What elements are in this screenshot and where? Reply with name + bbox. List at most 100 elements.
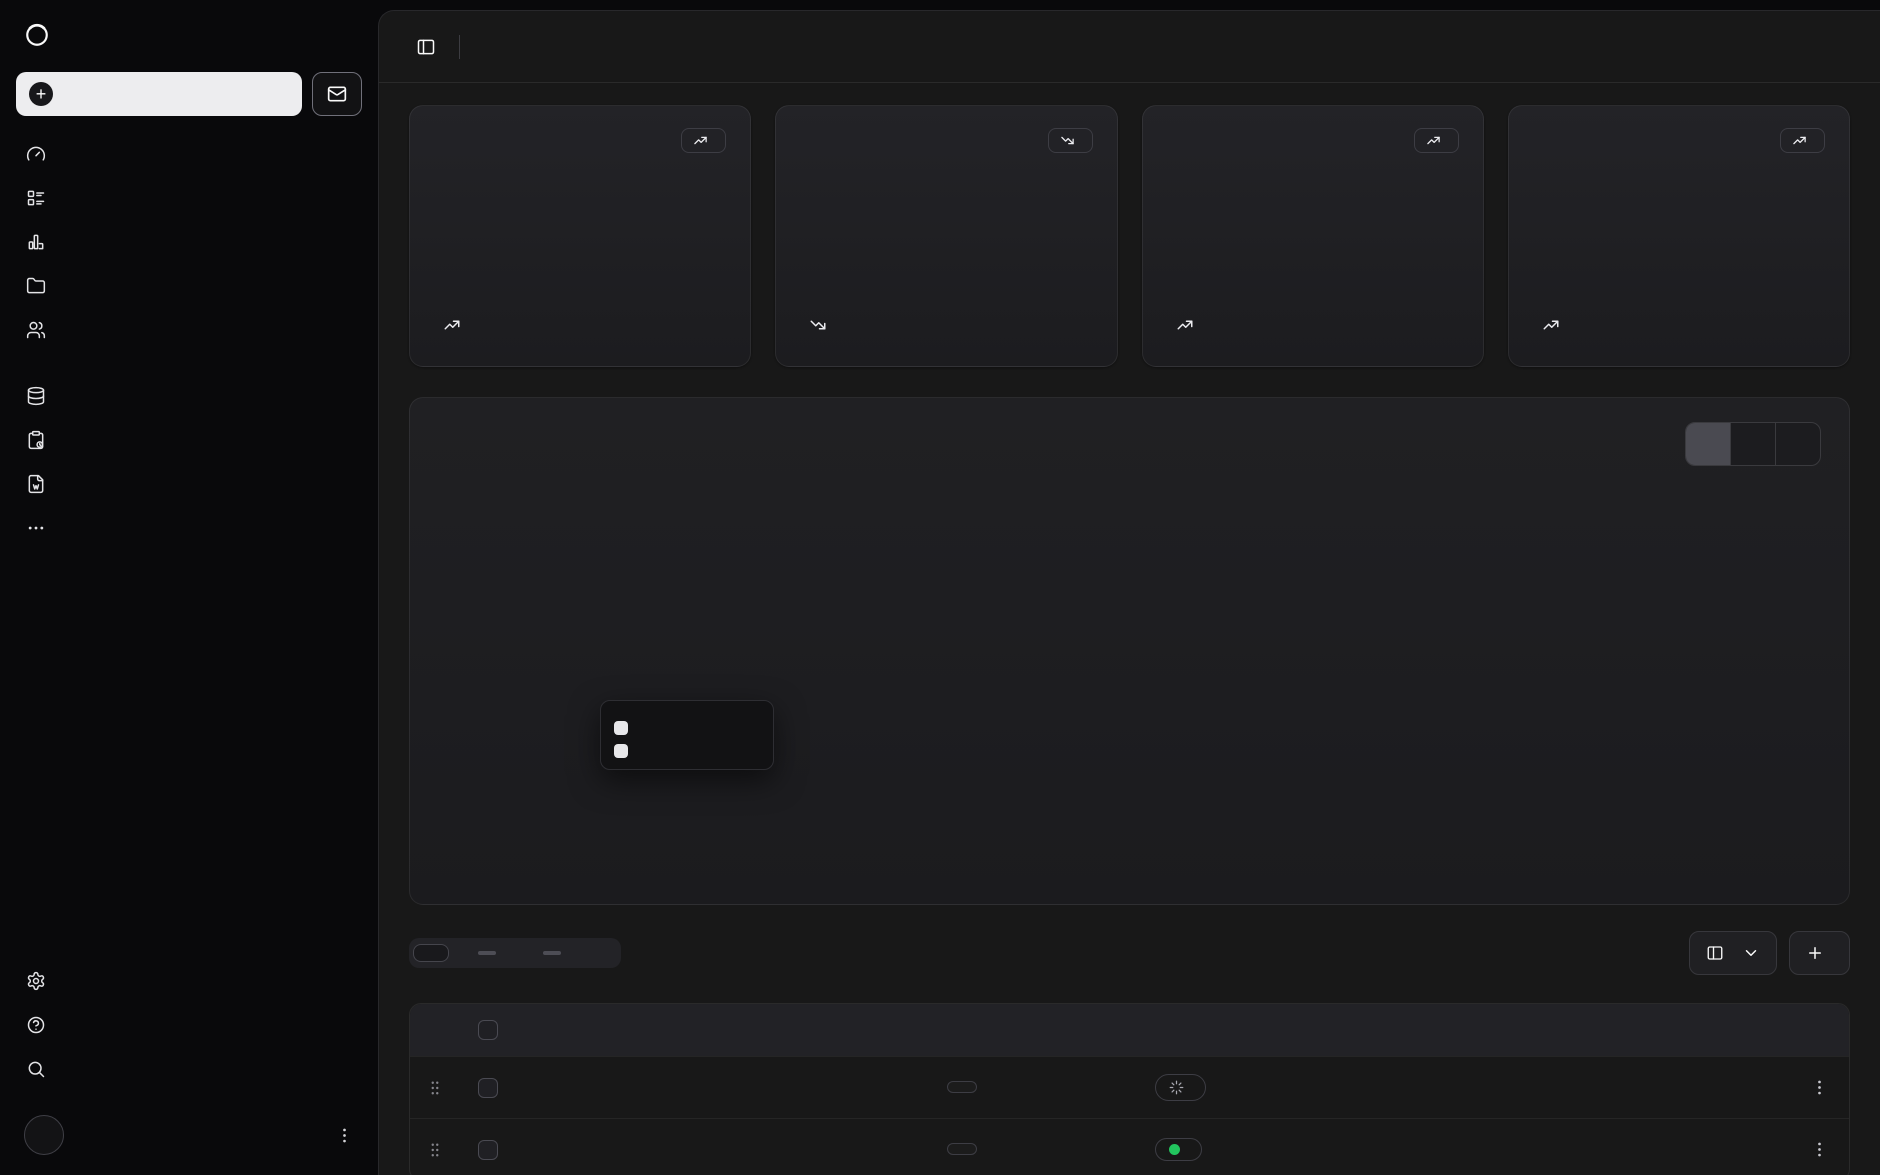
trending-up-icon — [1427, 136, 1440, 145]
table-header-row — [410, 1004, 1849, 1056]
plus-icon — [1809, 947, 1821, 959]
range-last-7-days[interactable] — [1775, 423, 1820, 465]
sidebar-nav — [16, 134, 362, 350]
row-checkbox[interactable] — [478, 1139, 498, 1160]
mail-icon — [327, 86, 347, 102]
range-last-30-days[interactable] — [1730, 423, 1775, 465]
card-trend-line — [434, 314, 726, 334]
trend-badge — [1413, 128, 1459, 153]
sidebar-item-lifecycle[interactable] — [16, 178, 362, 218]
select-all-checkbox[interactable] — [478, 1020, 498, 1040]
sidebar-item-more[interactable] — [16, 508, 362, 548]
inbox-button[interactable] — [312, 72, 362, 116]
status-badge — [1155, 1138, 1202, 1161]
user-menu-row[interactable] — [16, 1109, 362, 1161]
panel-left-icon — [417, 39, 435, 54]
user-menu-button[interactable] — [335, 1126, 354, 1145]
row-menu-button[interactable] — [1810, 1078, 1829, 1097]
visitors-chart[interactable] — [438, 496, 1821, 824]
ellipsis-vertical-icon — [343, 1128, 346, 1142]
section-type-badge[interactable] — [947, 1080, 977, 1093]
quick-create-row: + — [16, 72, 362, 116]
sidebar-item-data-library[interactable] — [16, 376, 362, 416]
tab-count-badge — [478, 951, 496, 955]
sidebar-item-reports[interactable] — [16, 420, 362, 460]
search-icon — [28, 1061, 45, 1078]
range-last-3-months[interactable] — [1686, 423, 1730, 465]
table-row-cover-page[interactable] — [410, 1056, 1849, 1118]
users-icon — [26, 321, 46, 339]
sidebar-item-team[interactable] — [16, 310, 362, 350]
tab-outline[interactable] — [413, 944, 449, 962]
row-menu-button[interactable] — [1810, 1140, 1829, 1159]
trend-badge — [1780, 128, 1825, 153]
quick-create-button[interactable]: + — [16, 72, 302, 116]
drag-handle-icon[interactable] — [426, 1079, 444, 1097]
drag-handle-icon[interactable] — [426, 1141, 444, 1159]
tab-list — [409, 938, 621, 968]
row-checkbox[interactable] — [478, 1077, 498, 1098]
status-badge — [1155, 1074, 1206, 1101]
sidebar-item-word-assistant[interactable] — [16, 464, 362, 504]
list-details-icon — [27, 190, 45, 206]
card-new-customers — [775, 105, 1118, 367]
main-panel — [378, 10, 1880, 1175]
ellipsis-icon — [28, 526, 44, 530]
total-visitors-card — [409, 397, 1850, 905]
card-trend-line — [1167, 314, 1459, 334]
sidebar-item-search[interactable] — [16, 1049, 362, 1089]
sidebar-toggle-button[interactable] — [409, 30, 443, 64]
avatar — [24, 1115, 64, 1155]
desktop-swatch-icon — [614, 744, 628, 758]
stat-cards — [409, 105, 1850, 367]
clipboard-icon — [28, 430, 44, 450]
plus-circle-icon: + — [29, 82, 53, 106]
card-total-revenue — [409, 105, 752, 367]
sidebar-footer — [16, 961, 362, 1089]
trending-up-icon — [694, 136, 707, 145]
gear-icon — [27, 971, 45, 991]
topbar — [379, 11, 1880, 83]
file-word-icon — [28, 474, 44, 494]
range-toggle-group — [1685, 422, 1821, 466]
tab-count-badge — [543, 951, 561, 955]
trending-down-icon — [810, 320, 826, 330]
acme-logo-icon — [26, 23, 48, 46]
sidebar-item-get-help[interactable] — [16, 1005, 362, 1045]
sidebar-item-settings[interactable] — [16, 961, 362, 1001]
columns-icon — [1707, 946, 1723, 960]
trending-up-icon — [1177, 320, 1192, 330]
trend-badge — [681, 128, 727, 153]
sidebar: + — [0, 0, 378, 1175]
database-icon — [27, 386, 45, 406]
section-type-badge[interactable] — [947, 1142, 977, 1155]
chevron-down-icon — [1745, 950, 1757, 956]
chart-bar-icon — [28, 234, 44, 250]
trending-up-icon — [444, 320, 460, 330]
tab-focus-documents[interactable] — [581, 944, 617, 962]
card-active-accounts — [1141, 105, 1484, 367]
card-trend-line — [1533, 314, 1825, 334]
ellipsis-vertical-icon — [1817, 1142, 1821, 1157]
trending-up-icon — [1793, 136, 1806, 145]
chart-tooltip — [600, 700, 774, 770]
tooltip-row-mobile — [614, 721, 760, 735]
table-row-table-of-contents[interactable] — [410, 1118, 1849, 1175]
sections-table — [409, 1003, 1850, 1175]
sidebar-item-analytics[interactable] — [16, 222, 362, 262]
card-trend-line — [800, 314, 1092, 334]
mobile-swatch-icon — [614, 721, 628, 735]
card-growth-rate — [1507, 105, 1850, 367]
brand[interactable] — [16, 18, 362, 52]
add-section-button[interactable] — [1789, 931, 1850, 975]
tab-key-personnel[interactable] — [516, 942, 579, 964]
trending-up-icon — [1543, 320, 1559, 330]
done-dot-icon — [1169, 1144, 1180, 1155]
help-circle-icon — [27, 1016, 45, 1034]
topbar-separator — [459, 34, 460, 59]
sidebar-item-projects[interactable] — [16, 266, 362, 306]
customize-columns-button[interactable] — [1689, 931, 1777, 975]
loader-icon — [1169, 1080, 1184, 1095]
tab-past-performance[interactable] — [451, 942, 514, 964]
sidebar-item-dashboard[interactable] — [16, 134, 362, 174]
